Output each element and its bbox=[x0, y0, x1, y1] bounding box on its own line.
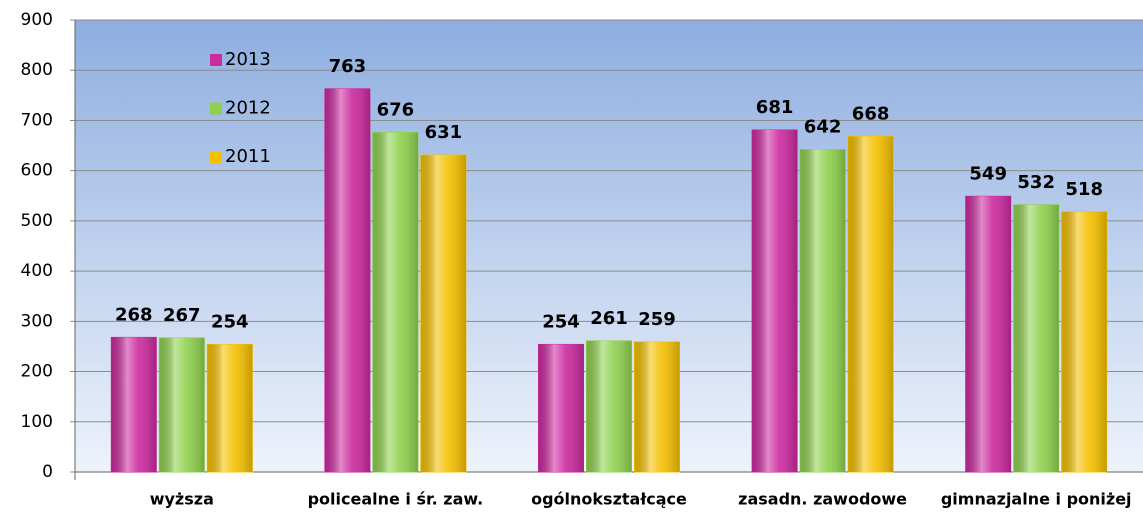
data-label: 268 bbox=[115, 304, 153, 325]
y-tick-label: 500 bbox=[21, 211, 53, 231]
data-label: 259 bbox=[638, 309, 676, 330]
data-label: 549 bbox=[969, 163, 1007, 184]
bar-shine bbox=[159, 337, 205, 472]
y-tick-label: 900 bbox=[21, 10, 53, 30]
x-tick-label: wyższa bbox=[150, 490, 214, 509]
bar-shine bbox=[752, 129, 798, 472]
data-label: 763 bbox=[329, 56, 367, 77]
y-tick-label: 0 bbox=[42, 462, 53, 482]
data-label: 681 bbox=[756, 97, 794, 118]
y-tick-label: 800 bbox=[21, 60, 53, 80]
bar-shine bbox=[1061, 211, 1107, 473]
bar-shine bbox=[372, 132, 418, 472]
y-tick-label: 600 bbox=[21, 161, 53, 181]
bar-shine bbox=[586, 340, 632, 472]
bar-shine bbox=[848, 136, 894, 472]
bar-shine bbox=[1013, 204, 1059, 472]
data-label: 518 bbox=[1065, 179, 1103, 200]
y-tick-label: 400 bbox=[21, 261, 53, 281]
data-label: 668 bbox=[852, 104, 890, 125]
legend-label: 2012 bbox=[225, 98, 271, 119]
data-label: 254 bbox=[542, 311, 580, 332]
legend-label: 2013 bbox=[225, 49, 271, 70]
data-label: 631 bbox=[425, 122, 463, 143]
legend-swatch bbox=[210, 102, 222, 115]
y-tick-label: 300 bbox=[21, 311, 53, 331]
data-label: 532 bbox=[1017, 172, 1055, 193]
data-label: 267 bbox=[163, 305, 201, 326]
x-tick-label: policealne i śr. zaw. bbox=[308, 490, 484, 509]
bar-shine bbox=[420, 155, 466, 472]
bar-shine bbox=[634, 341, 680, 472]
bar-shine bbox=[538, 344, 584, 472]
data-label: 261 bbox=[590, 308, 628, 329]
data-label: 676 bbox=[377, 99, 415, 120]
legend-swatch bbox=[210, 54, 222, 66]
y-tick-label: 700 bbox=[21, 110, 53, 130]
bar-shine bbox=[800, 149, 846, 472]
x-tick-label: gimnazjalne i poniżej bbox=[941, 490, 1132, 509]
bar-shine bbox=[207, 344, 253, 472]
legend-label: 2011 bbox=[225, 146, 271, 167]
bar-shine bbox=[965, 196, 1011, 472]
legend-swatch bbox=[210, 151, 222, 163]
x-tick-label: zasadn. zawodowe bbox=[738, 490, 907, 509]
y-tick-label: 100 bbox=[21, 412, 53, 432]
bar-shine bbox=[324, 88, 370, 472]
y-tick-label: 200 bbox=[21, 362, 53, 382]
data-label: 254 bbox=[211, 311, 249, 332]
data-label: 642 bbox=[804, 117, 842, 138]
x-tick-label: ogólnokształcące bbox=[531, 490, 687, 509]
bar-shine bbox=[111, 337, 157, 472]
